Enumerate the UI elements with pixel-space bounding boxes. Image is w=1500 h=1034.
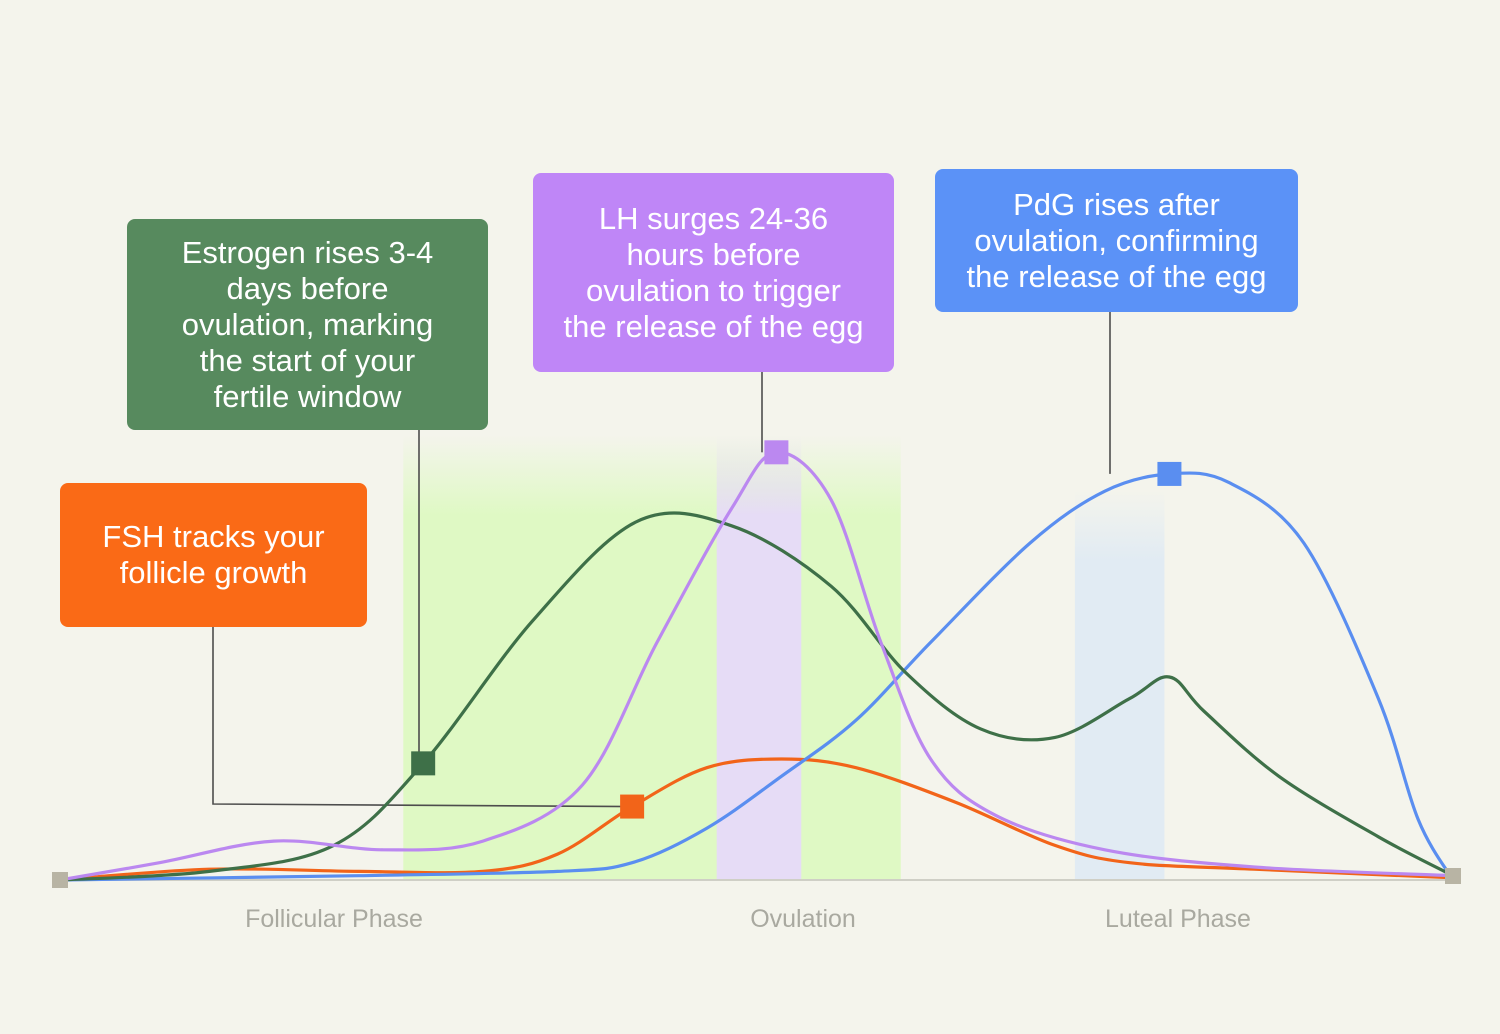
axis-end-endpoint bbox=[1445, 868, 1461, 884]
pdg-callout-line: the release of the egg bbox=[966, 258, 1267, 294]
lh-callout-line: hours before bbox=[626, 236, 801, 272]
lh-callout-line: ovulation to trigger bbox=[585, 272, 842, 308]
marker-pdg bbox=[1157, 461, 1182, 486]
phase-label-luteal: Luteal Phase bbox=[1105, 905, 1251, 933]
hormone-series bbox=[58, 450, 1455, 882]
axis-start-endpoint bbox=[52, 872, 68, 888]
series-line-lh bbox=[58, 450, 1455, 882]
lh-callout-line: LH surges 24-36 bbox=[598, 200, 829, 236]
fsh-callout-line: follicle growth bbox=[119, 555, 308, 590]
fsh-callout: FSH tracks your follicle growth bbox=[60, 483, 367, 627]
estrogen-callout-line: days before bbox=[226, 270, 389, 306]
callout-leader-lines bbox=[212, 312, 1111, 808]
marker-estrogen bbox=[411, 751, 436, 776]
series-line-pdg bbox=[58, 471, 1455, 882]
phase-bands bbox=[403, 435, 1165, 880]
lh-callout-line: the release of the egg bbox=[563, 308, 864, 344]
band-fertile-window bbox=[403, 435, 901, 880]
estrogen-callout-line: the start of your bbox=[199, 342, 416, 378]
pdg-callout-line: ovulation, confirming bbox=[974, 222, 1259, 258]
phase-label-follicular: Follicular Phase bbox=[245, 905, 423, 933]
series-markers bbox=[411, 440, 1182, 819]
pdg-callout-line: PdG rises after bbox=[1013, 186, 1220, 222]
fsh-callout-line: FSH tracks your bbox=[102, 519, 325, 554]
series-line-fsh bbox=[58, 757, 1455, 882]
estrogen-callout-line: Estrogen rises 3-4 bbox=[181, 234, 434, 270]
lh-callout: LH surges 24-36 hours before ovulation t… bbox=[533, 173, 894, 372]
estrogen-callout-line: fertile window bbox=[213, 378, 402, 414]
pdg-callout: PdG rises after ovulation, confirming th… bbox=[935, 169, 1298, 312]
series-line-estrogen bbox=[58, 511, 1455, 882]
marker-lh bbox=[764, 440, 789, 465]
marker-fsh bbox=[620, 794, 645, 819]
estrogen-callout-line: ovulation, marking bbox=[181, 306, 434, 342]
phase-labels: Follicular Phase Ovulation Luteal Phase bbox=[245, 905, 1251, 933]
estrogen-callout: Estrogen rises 3-4 days before ovulation… bbox=[127, 219, 488, 430]
phase-label-ovulation: Ovulation bbox=[750, 905, 856, 933]
leader-line-fsh bbox=[212, 627, 633, 808]
